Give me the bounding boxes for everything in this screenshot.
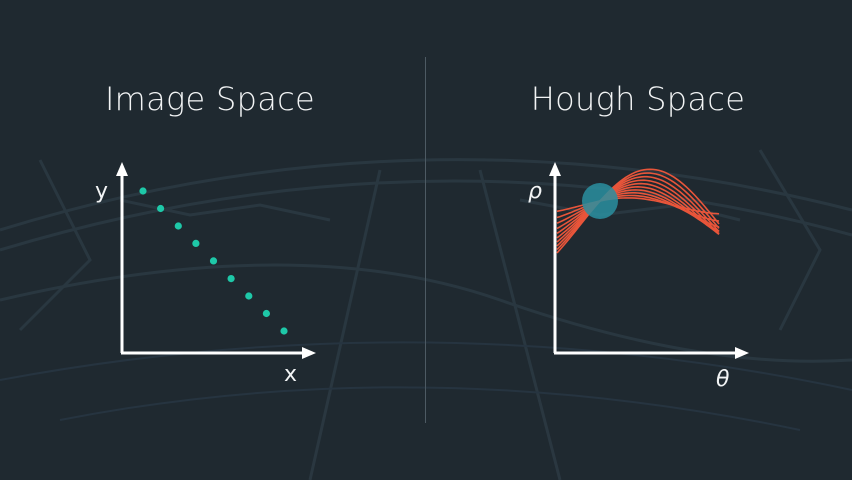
hough-intersection-marker — [582, 183, 618, 219]
image-point — [139, 187, 147, 195]
image-points-group — [139, 187, 288, 335]
image-point — [174, 222, 182, 230]
hough-curve — [556, 168, 720, 254]
image-space-axes — [116, 162, 316, 359]
image-point — [262, 309, 270, 318]
hough-curve — [556, 182, 720, 239]
hough-space-axes — [549, 162, 749, 359]
image-x-axis-arrow — [302, 347, 316, 359]
image-point — [209, 257, 218, 265]
image-point — [245, 292, 253, 300]
hough-y-axis-label: ρ — [528, 179, 542, 204]
image-point — [280, 327, 288, 335]
hough-x-axis-label: θ — [716, 367, 730, 392]
hough-curve — [556, 185, 720, 235]
hough-curves-group — [556, 168, 720, 254]
image-point — [227, 275, 235, 283]
hough-x-axis-arrow — [735, 347, 749, 359]
hough-y-axis-arrow — [549, 162, 561, 176]
hough-curve — [556, 179, 720, 243]
image-x-axis-label: x — [284, 362, 297, 387]
hough-curve — [556, 189, 720, 232]
panel-divider — [425, 57, 426, 423]
image-space-title: Image Space — [104, 80, 316, 118]
image-point — [157, 204, 165, 213]
image-point — [192, 239, 200, 247]
hough-space-title: Hough Space — [530, 80, 746, 118]
hough-curve — [556, 172, 720, 251]
image-y-axis-arrow — [116, 162, 128, 176]
hough-curve — [556, 175, 720, 247]
image-y-axis-label: y — [95, 179, 108, 204]
